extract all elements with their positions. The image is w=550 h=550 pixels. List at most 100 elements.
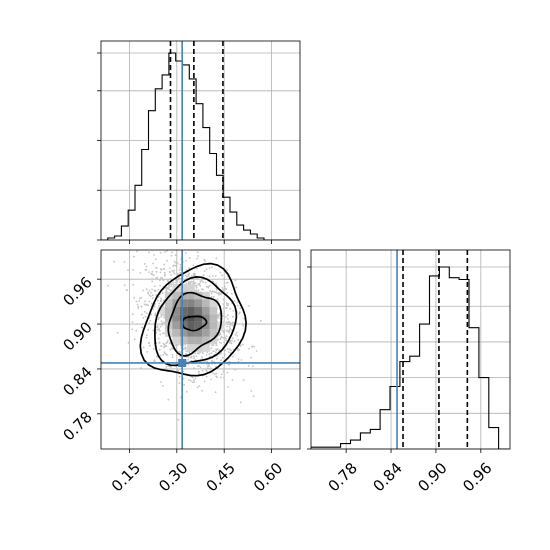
- joint-point: [138, 297, 141, 300]
- joint-point: [146, 351, 149, 353]
- joint-point: [152, 329, 155, 332]
- joint-point: [212, 280, 215, 283]
- marginal-x-histogram: [101, 52, 298, 240]
- joint-point: [144, 300, 146, 303]
- joint-point: [238, 311, 241, 314]
- joint-point: [173, 272, 176, 275]
- joint-density-bin: [187, 329, 195, 337]
- joint-density-bin: [202, 344, 210, 352]
- joint-point: [145, 269, 148, 271]
- joint-point: [217, 338, 220, 341]
- joint-density-bin: [187, 284, 195, 292]
- joint-point: [212, 350, 215, 353]
- joint-point: [210, 352, 213, 354]
- joint-point: [236, 301, 239, 304]
- joint-point: [187, 358, 190, 361]
- joint-point: [224, 287, 227, 290]
- joint-density-bin: [209, 306, 218, 315]
- joint-point: [148, 344, 151, 347]
- joint-point: [127, 342, 130, 344]
- joint-point: [224, 349, 227, 351]
- joint-point: [159, 354, 162, 357]
- joint-point: [143, 303, 146, 306]
- marginal-y-xtick-label-1: 0.84: [369, 459, 405, 495]
- marginal-x-panel: [97, 40, 301, 244]
- joint-point: [184, 274, 187, 277]
- joint-point: [222, 368, 225, 371]
- joint-point: [151, 288, 153, 291]
- joint-point: [208, 284, 211, 287]
- joint-point: [185, 390, 188, 393]
- joint-point: [228, 348, 231, 351]
- joint-point: [197, 289, 200, 292]
- joint-point: [173, 269, 176, 272]
- joint-point: [194, 377, 197, 380]
- joint-point: [223, 311, 226, 313]
- joint-point: [255, 350, 258, 352]
- joint-point: [237, 338, 240, 341]
- joint-point: [176, 262, 179, 265]
- joint-point: [197, 255, 199, 257]
- joint-point: [176, 272, 179, 275]
- marginal-x-quantile-lines: [169, 41, 224, 240]
- joint-point: [222, 336, 225, 339]
- marginal-y-frame: [310, 249, 511, 450]
- joint-point: [220, 342, 222, 344]
- joint-point: [180, 396, 182, 399]
- joint-point: [171, 251, 173, 254]
- joint-density-bin: [164, 299, 173, 307]
- joint-point: [158, 316, 160, 319]
- joint-point: [152, 348, 155, 350]
- joint-point: [162, 268, 165, 270]
- joint-point: [162, 313, 165, 316]
- joint-point: [222, 314, 224, 317]
- joint-point: [252, 395, 255, 398]
- joint-point: [229, 328, 232, 330]
- joint-point: [209, 247, 211, 249]
- joint-point: [163, 263, 166, 266]
- joint-point: [179, 271, 182, 274]
- joint-point: [215, 282, 218, 285]
- joint-point: [194, 282, 197, 285]
- joint-point: [193, 282, 196, 285]
- joint-point: [145, 334, 148, 337]
- joint-point: [157, 288, 160, 291]
- joint-point: [229, 324, 232, 326]
- marginal-y-ticks: [307, 266, 482, 453]
- joint-point: [151, 302, 153, 305]
- joint-point: [165, 287, 167, 290]
- joint-point: [225, 339, 228, 342]
- joint-point: [234, 333, 237, 336]
- joint-density-bin: [194, 336, 203, 345]
- joint-point: [167, 286, 170, 289]
- joint-point: [159, 333, 162, 336]
- joint-point: [152, 274, 155, 277]
- joint-point: [215, 344, 218, 347]
- joint-point: [222, 298, 225, 301]
- joint-density-bin: [179, 306, 188, 315]
- joint-point: [177, 418, 180, 421]
- joint-density-bin: [187, 299, 195, 307]
- joint-point: [250, 346, 253, 348]
- joint-density-bin: [187, 336, 195, 345]
- joint-density-bin: [194, 329, 203, 337]
- joint-point: [163, 274, 166, 277]
- joint-point: [139, 271, 142, 274]
- joint-point: [151, 294, 154, 297]
- joint-point: [207, 285, 210, 288]
- joint-point: [197, 371, 200, 373]
- joint-point: [212, 296, 215, 298]
- joint-point: [215, 348, 218, 351]
- joint-point: [173, 260, 176, 263]
- joint-density-bin: [209, 299, 218, 307]
- joint-point: [215, 375, 218, 378]
- joint-point: [242, 343, 244, 346]
- joint-point: [218, 314, 221, 317]
- joint-point: [215, 372, 218, 375]
- joint-point: [185, 350, 188, 352]
- joint-point: [159, 251, 162, 254]
- joint-point: [220, 359, 223, 361]
- joint-point: [228, 326, 231, 328]
- joint-point: [180, 245, 182, 247]
- joint-point: [144, 263, 146, 265]
